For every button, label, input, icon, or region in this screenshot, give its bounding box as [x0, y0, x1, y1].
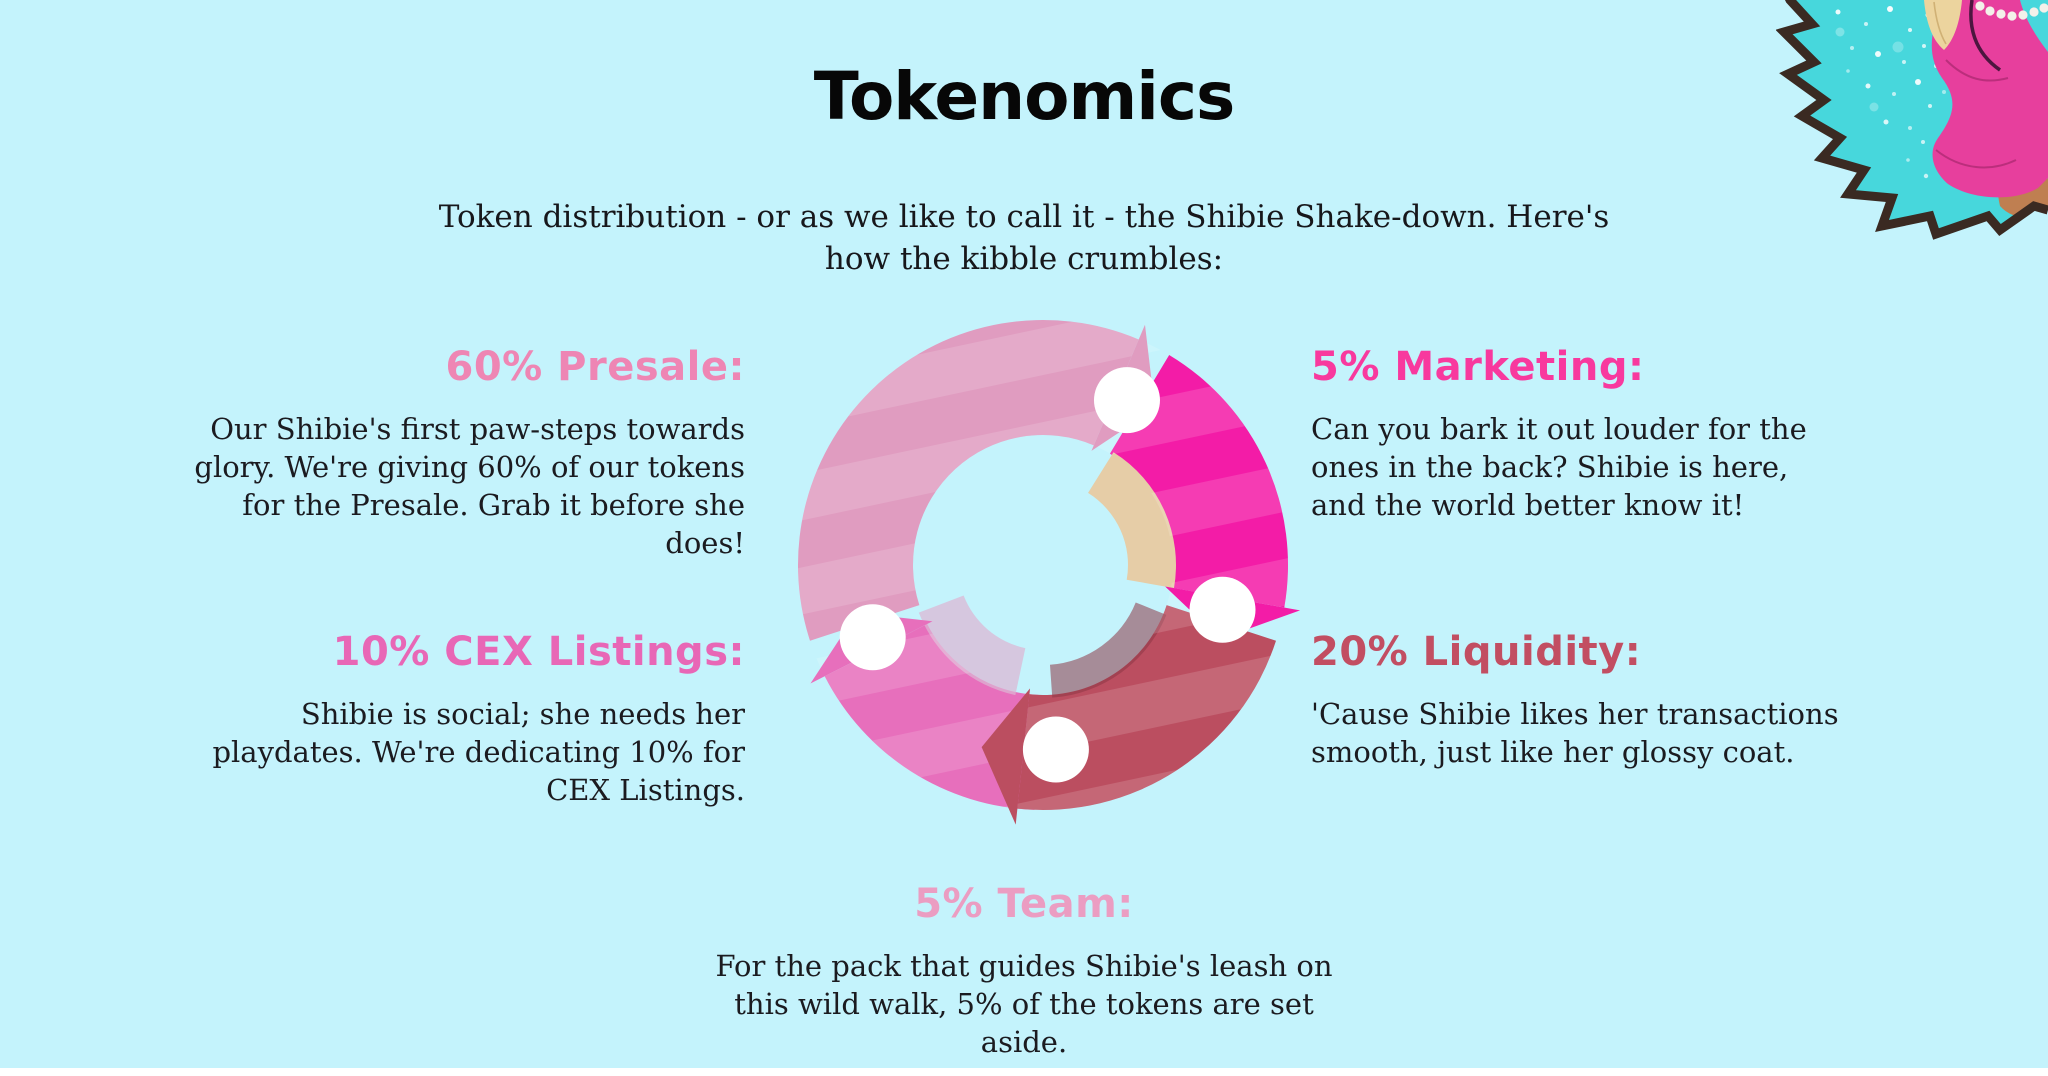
- pink-jacket: [1931, 0, 2048, 198]
- sparkle: [1835, 27, 1845, 37]
- jacket-fold-line-1: [1945, 59, 2009, 82]
- liquidity-block: 20% Liquidity: 'Cause Shibie likes her t…: [1311, 630, 1841, 771]
- donut-arrowhead-liquidity: [981, 688, 1031, 825]
- tokenomics-donut-chart: [798, 320, 1301, 825]
- sparkle: [1883, 119, 1889, 125]
- donut-junction-circle-1: [1189, 576, 1256, 643]
- sparkle: [1892, 92, 1896, 96]
- hair-strand: [1933, 1, 1947, 45]
- sparkle: [1922, 44, 1926, 48]
- jacket-fold-line-2: [1935, 149, 2017, 169]
- pearl: [2007, 11, 2017, 21]
- sparkle: [1875, 51, 1881, 57]
- donut-inner-wall-0: [1088, 452, 1176, 589]
- liquidity-heading: 20% Liquidity:: [1311, 629, 1642, 675]
- donut-inner-wall-1: [918, 595, 1026, 696]
- sparkle: [1902, 60, 1906, 64]
- cex-listings-block: 10% CEX Listings: Shibie is social; she …: [185, 630, 745, 809]
- corner-shibie-image: [1776, 0, 2048, 240]
- sparkle: [1908, 28, 1912, 32]
- sparkle: [1906, 158, 1910, 162]
- next-section-edge: [0, 1068, 2048, 1076]
- page-title: Tokenomics: [813, 58, 1236, 135]
- sparkle: [1869, 102, 1879, 112]
- sparkle: [1923, 173, 1929, 179]
- sparkle: [1921, 140, 1925, 144]
- donut-junction-circle-0: [1093, 367, 1160, 434]
- pearl: [1975, 1, 1985, 11]
- sparkles: [1835, 6, 1964, 179]
- marketing-block: 5% Marketing: Can you bark it out louder…: [1311, 345, 1841, 524]
- sparkle: [1850, 46, 1854, 50]
- sparkle: [1865, 83, 1871, 89]
- marketing-body: Can you bark it out louder for the ones …: [1311, 411, 1807, 522]
- donut-stripes: [798, 320, 1288, 810]
- presale-block: 60% Presale: Our Shibie's first paw-step…: [185, 345, 745, 562]
- donut-junction-circle-2: [1022, 716, 1089, 783]
- pearl: [2029, 7, 2039, 17]
- sparkle: [1928, 104, 1932, 108]
- pearl: [2039, 3, 2048, 13]
- sparkle: [1915, 79, 1921, 85]
- team-block: 5% Team: For the pack that guides Shibie…: [714, 882, 1334, 1061]
- presale-body: Our Shibie's first paw-steps towards glo…: [194, 411, 745, 560]
- intro-text: Token distribution - or as we like to ca…: [438, 199, 1610, 277]
- cex-listings-heading: 10% CEX Listings:: [332, 629, 745, 675]
- pearl: [2018, 10, 2028, 20]
- presale-heading: 60% Presale:: [445, 344, 745, 390]
- pearl-necklace: [1975, 1, 2048, 21]
- sparkle: [1864, 22, 1868, 26]
- zigzag-border: [1776, 0, 2048, 240]
- liquidity-body: 'Cause Shibie likes her transactions smo…: [1311, 696, 1839, 769]
- cex-listings-body: Shibie is social; she needs her playdate…: [212, 696, 745, 807]
- team-heading: 5% Team:: [914, 881, 1134, 927]
- donut-inner-wall-2: [1049, 602, 1167, 698]
- sparkle: [1892, 41, 1904, 53]
- blonde-hair: [1924, 0, 1962, 50]
- team-body: For the pack that guides Shibie's leash …: [715, 948, 1333, 1059]
- sparkle: [1908, 126, 1912, 130]
- marketing-heading: 5% Marketing:: [1311, 344, 1645, 390]
- sparkle: [1835, 9, 1841, 15]
- sparkle: [1846, 69, 1850, 73]
- donut-junction-circle-3: [839, 604, 906, 671]
- sparkle: [1942, 90, 1946, 94]
- pearl: [1996, 9, 2006, 19]
- jacket-piping-line: [1969, 0, 2002, 72]
- sparkle: [1887, 6, 1893, 12]
- pearl: [1985, 6, 1995, 16]
